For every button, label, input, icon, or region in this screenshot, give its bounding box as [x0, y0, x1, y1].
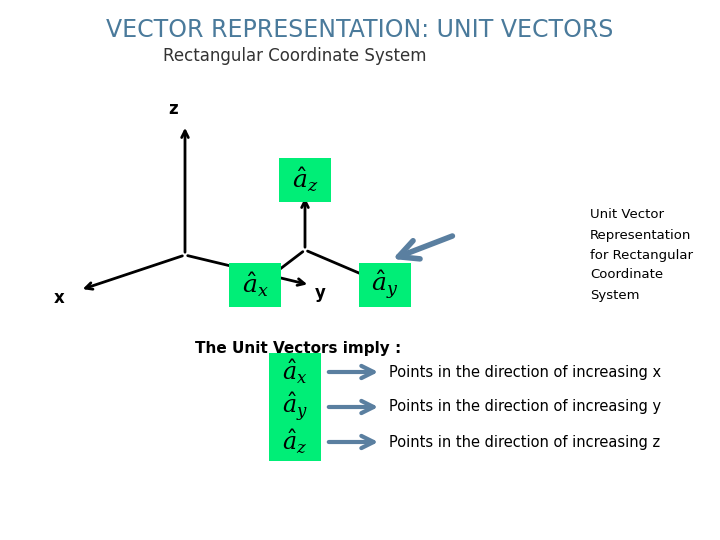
- Text: y: y: [315, 284, 326, 302]
- Text: The Unit Vectors imply :: The Unit Vectors imply :: [195, 341, 401, 355]
- Text: x: x: [54, 289, 65, 307]
- Text: Points in the direction of increasing y: Points in the direction of increasing y: [389, 400, 661, 415]
- Text: z: z: [168, 100, 178, 118]
- Text: $\hat{a}_z$: $\hat{a}_z$: [282, 428, 307, 456]
- Text: $\hat{a}_x$: $\hat{a}_x$: [242, 271, 269, 299]
- Text: Unit Vector
Representation
for Rectangular
Coordinate
System: Unit Vector Representation for Rectangul…: [590, 208, 693, 301]
- Text: Rectangular Coordinate System: Rectangular Coordinate System: [163, 47, 427, 65]
- FancyBboxPatch shape: [229, 263, 281, 307]
- FancyBboxPatch shape: [269, 388, 321, 426]
- Text: $\hat{a}_y$: $\hat{a}_y$: [282, 390, 308, 423]
- FancyBboxPatch shape: [269, 423, 321, 461]
- Text: $\hat{a}_y$: $\hat{a}_y$: [372, 268, 399, 301]
- Text: $\hat{a}_z$: $\hat{a}_z$: [292, 166, 318, 194]
- FancyBboxPatch shape: [279, 158, 331, 202]
- Text: Points in the direction of increasing z: Points in the direction of increasing z: [389, 435, 660, 449]
- Text: $\hat{a}_x$: $\hat{a}_x$: [282, 358, 307, 386]
- Text: Points in the direction of increasing x: Points in the direction of increasing x: [389, 364, 661, 380]
- FancyBboxPatch shape: [359, 263, 411, 307]
- Text: VECTOR REPRESENTATION: UNIT VECTORS: VECTOR REPRESENTATION: UNIT VECTORS: [107, 18, 613, 42]
- FancyBboxPatch shape: [269, 353, 321, 391]
